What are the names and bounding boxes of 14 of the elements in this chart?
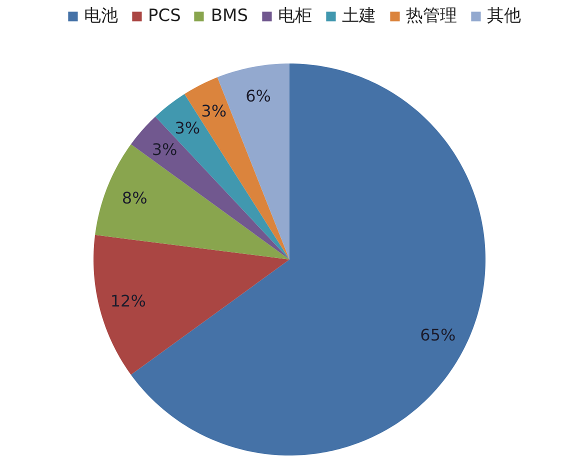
legend-label: 电柜 <box>278 5 312 27</box>
legend-label: PCS <box>148 6 181 26</box>
data-label: 3% <box>152 140 178 159</box>
legend-label: 其他 <box>487 5 522 27</box>
legend-label: 热管理 <box>406 5 458 27</box>
data-label: 65% <box>420 326 456 345</box>
data-label: 3% <box>174 118 200 138</box>
legend-label: 电池 <box>84 5 118 27</box>
data-label: 3% <box>201 102 227 121</box>
data-label: 8% <box>122 188 148 208</box>
legend-label: BMS <box>210 6 248 26</box>
data-label: 6% <box>246 86 271 106</box>
legend-label: 土建 <box>342 5 376 27</box>
data-label: 12% <box>110 291 146 310</box>
